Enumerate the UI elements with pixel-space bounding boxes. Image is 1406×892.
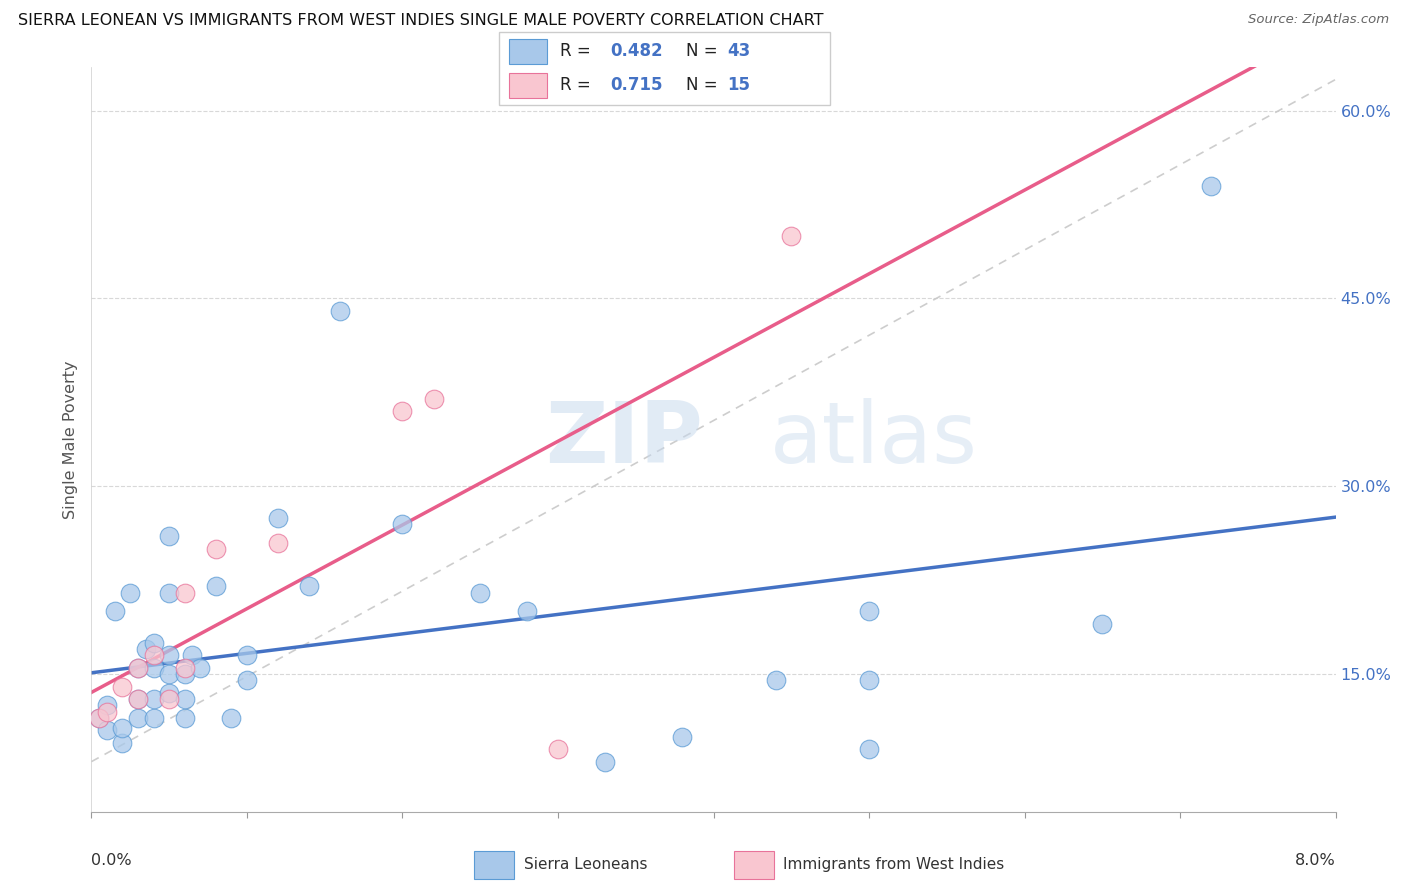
Point xyxy=(111,721,134,735)
Text: R =: R = xyxy=(560,76,596,95)
Text: 8.0%: 8.0% xyxy=(1295,853,1336,868)
Point xyxy=(127,711,149,725)
Point xyxy=(858,673,880,688)
Text: R =: R = xyxy=(560,43,596,61)
Point xyxy=(173,661,195,675)
Bar xyxy=(509,73,547,98)
Point xyxy=(89,711,111,725)
Point xyxy=(127,661,149,675)
Point xyxy=(205,579,228,593)
Point xyxy=(181,648,204,663)
Point xyxy=(96,705,118,719)
Point xyxy=(267,535,290,549)
Point xyxy=(135,642,157,657)
Point xyxy=(858,742,880,756)
Point xyxy=(142,648,165,663)
Point xyxy=(173,711,195,725)
Text: atlas: atlas xyxy=(769,398,977,481)
Point xyxy=(142,711,165,725)
Point xyxy=(391,404,413,418)
Point xyxy=(96,723,118,738)
Point xyxy=(127,692,149,706)
Point xyxy=(111,680,134,694)
Text: N =: N = xyxy=(686,76,723,95)
Point xyxy=(157,529,180,543)
Point xyxy=(205,541,228,556)
Point xyxy=(780,228,803,243)
Point xyxy=(422,392,444,406)
FancyBboxPatch shape xyxy=(499,32,830,105)
Point xyxy=(157,692,180,706)
Point xyxy=(120,585,142,599)
Text: SIERRA LEONEAN VS IMMIGRANTS FROM WEST INDIES SINGLE MALE POVERTY CORRELATION CH: SIERRA LEONEAN VS IMMIGRANTS FROM WEST I… xyxy=(18,13,824,29)
Bar xyxy=(734,851,775,879)
Text: 0.482: 0.482 xyxy=(610,43,662,61)
Text: N =: N = xyxy=(686,43,723,61)
Point xyxy=(236,673,259,688)
Point xyxy=(157,585,180,599)
Text: 0.715: 0.715 xyxy=(610,76,662,95)
Point xyxy=(157,667,180,681)
Text: 15: 15 xyxy=(727,76,751,95)
Text: ZIP: ZIP xyxy=(546,398,703,481)
Point xyxy=(329,304,352,318)
Point xyxy=(298,579,321,593)
Point xyxy=(173,585,195,599)
Text: 0.0%: 0.0% xyxy=(91,853,132,868)
Point xyxy=(96,698,118,713)
Point xyxy=(127,661,149,675)
Y-axis label: Single Male Poverty: Single Male Poverty xyxy=(63,360,79,518)
Text: Source: ZipAtlas.com: Source: ZipAtlas.com xyxy=(1249,13,1389,27)
Point xyxy=(142,661,165,675)
Point xyxy=(236,648,259,663)
Point xyxy=(104,604,127,618)
Point xyxy=(89,711,111,725)
Point xyxy=(858,604,880,618)
Point xyxy=(1201,178,1223,193)
Point xyxy=(470,585,492,599)
Point xyxy=(547,742,569,756)
Point xyxy=(765,673,787,688)
Text: 43: 43 xyxy=(727,43,751,61)
Point xyxy=(221,711,243,725)
Point xyxy=(157,648,180,663)
Bar xyxy=(509,39,547,64)
Bar xyxy=(474,851,515,879)
Point xyxy=(173,692,195,706)
Point xyxy=(1091,616,1114,631)
Point xyxy=(671,730,693,744)
Text: Immigrants from West Indies: Immigrants from West Indies xyxy=(783,857,1005,871)
Point xyxy=(142,692,165,706)
Point xyxy=(111,736,134,750)
Point xyxy=(173,667,195,681)
Point xyxy=(157,686,180,700)
Point xyxy=(188,661,211,675)
Point xyxy=(127,692,149,706)
Point xyxy=(593,755,616,769)
Text: Sierra Leoneans: Sierra Leoneans xyxy=(523,857,647,871)
Point xyxy=(142,636,165,650)
Point xyxy=(267,510,290,524)
Point xyxy=(391,516,413,531)
Point xyxy=(516,604,538,618)
